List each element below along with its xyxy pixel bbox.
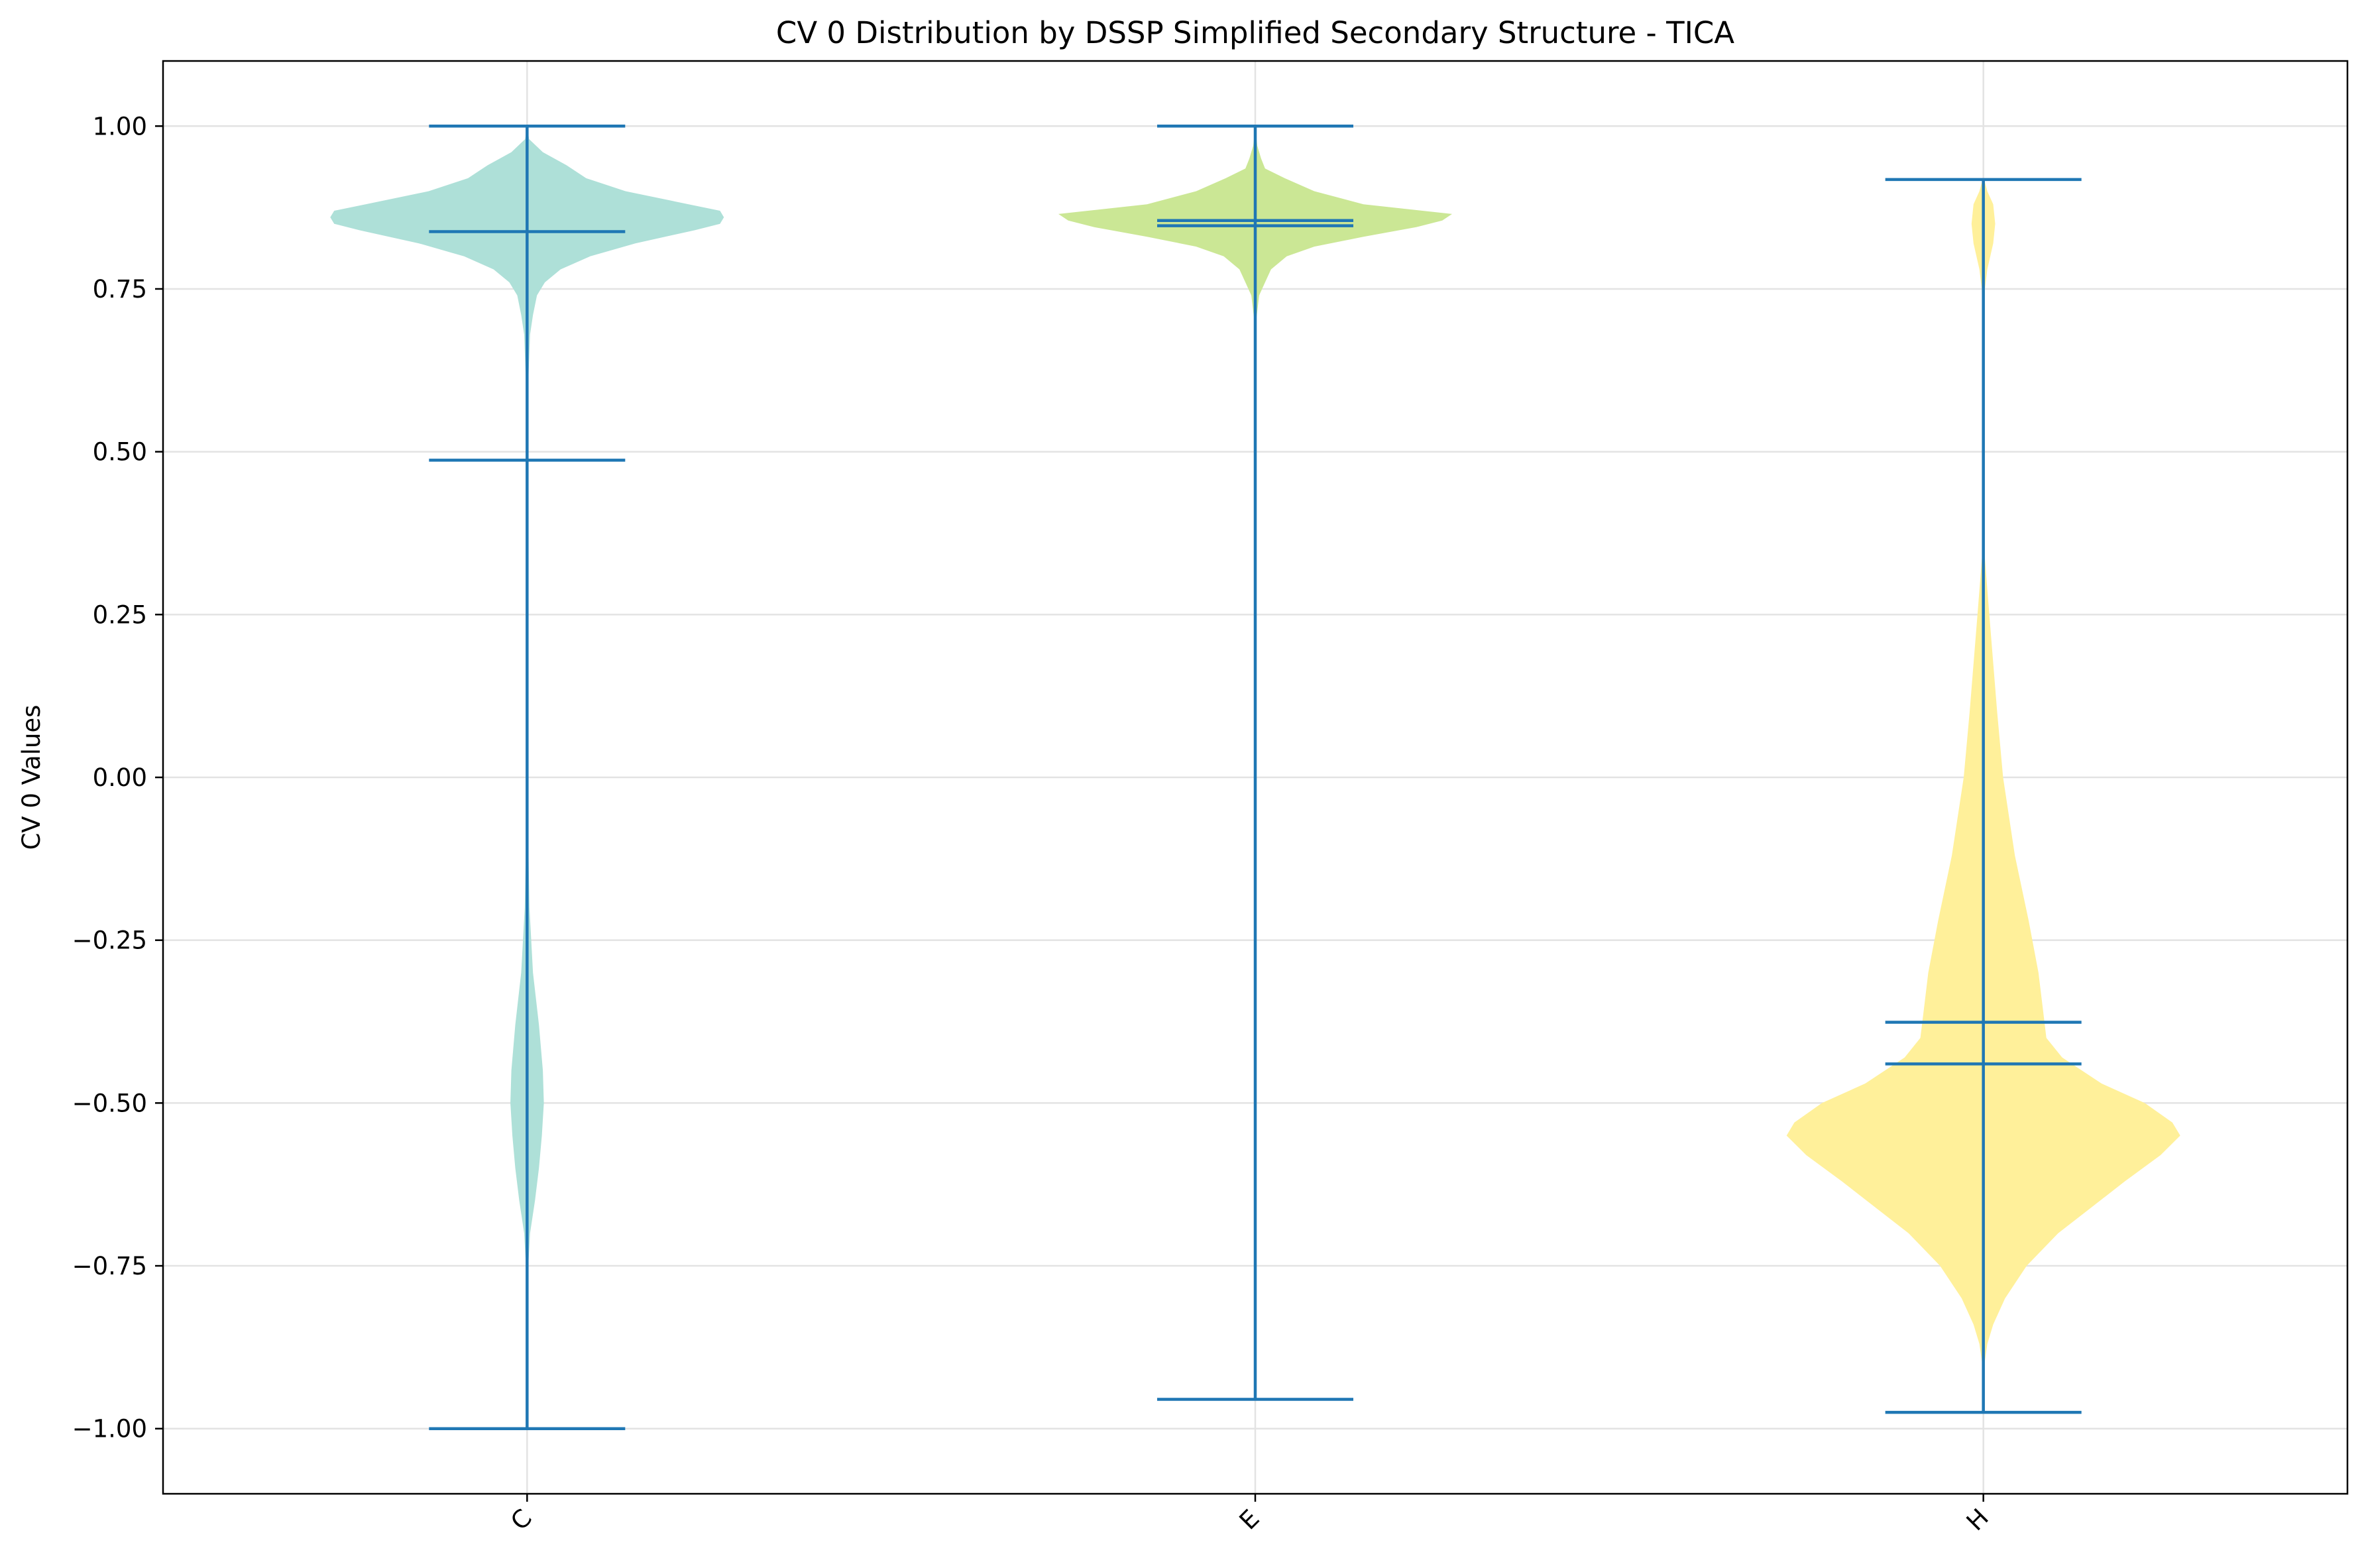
y-axis-label: CV 0 Values [17, 704, 46, 850]
y-tick-label: 0.00 [93, 763, 147, 792]
chart-title: CV 0 Distribution by DSSP Simplified Sec… [776, 15, 1734, 50]
y-tick-label: 0.25 [93, 600, 147, 629]
y-tick-label: −1.00 [72, 1415, 147, 1443]
y-tick-label: 0.50 [93, 438, 147, 467]
y-tick-label: −0.75 [72, 1252, 147, 1280]
y-tick-label: −0.25 [72, 926, 147, 955]
y-tick-label: −0.50 [72, 1089, 147, 1117]
violin-stat-lines [429, 125, 2082, 1430]
y-tick-label: 1.00 [93, 112, 147, 140]
y-tick-label: 0.75 [93, 275, 147, 304]
